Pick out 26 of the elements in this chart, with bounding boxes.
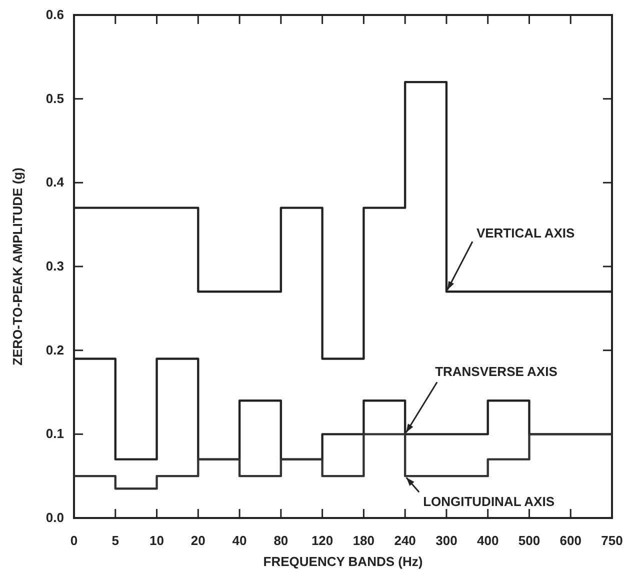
y-tick-label: 0.5	[46, 90, 64, 106]
x-tick-label: 750	[601, 533, 623, 548]
y-tick-label: 0.1	[46, 426, 64, 442]
y-axis-title: ZERO-TO-PEAK AMPLITUDE (g)	[10, 168, 25, 366]
y-tick-label: 0.2	[46, 342, 64, 358]
x-tick-label: 5	[112, 533, 119, 548]
x-tick-label: 180	[352, 533, 375, 548]
x-axis-title: FREQUENCY BANDS (Hz)	[263, 554, 423, 569]
x-tick-label: 600	[560, 533, 582, 548]
y-tick-label: 0.0	[46, 510, 64, 525]
x-tick-label: 80	[274, 533, 288, 548]
annotation: VERTICAL AXIS	[476, 226, 576, 241]
annotation: LONGITUDINAL AXIS	[423, 494, 555, 510]
x-tick-label: 120	[311, 533, 334, 548]
x-tick-label: 500	[518, 533, 540, 548]
x-tick-label: 20	[190, 533, 206, 548]
x-tick-label: 300	[436, 533, 458, 548]
x-tick-label: 40	[232, 533, 247, 548]
annotation: TRANSVERSE AXIS	[435, 364, 558, 380]
y-tick-label: 0.3	[46, 258, 64, 274]
x-tick-label: 240	[394, 533, 416, 548]
x-tick-label: 10	[150, 533, 164, 548]
y-tick-label: 0.4	[46, 174, 65, 190]
x-tick-label: 400	[476, 533, 499, 548]
x-tick-label: 0	[70, 533, 78, 548]
y-tick-label: 0.6	[46, 7, 64, 22]
